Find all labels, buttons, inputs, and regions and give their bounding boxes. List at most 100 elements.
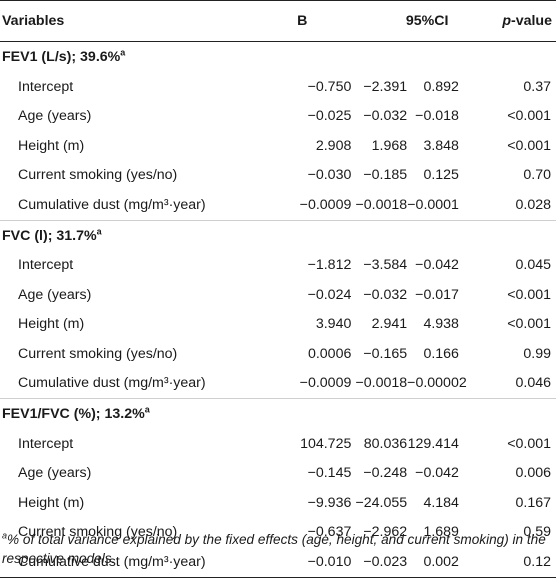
row-label: Current smoking (yes/no): [18, 524, 178, 541]
cell-p-value: <0.001: [507, 286, 551, 303]
cell-p-value: 0.37: [523, 78, 551, 95]
section-title-text: FVC (l); 31.7%: [2, 227, 97, 244]
header-ci: 95%CI: [351, 0, 463, 42]
table-row: Height (m) 3.940 2.941 4.938 <0.001: [0, 310, 556, 340]
cell-ci-low: −0.032: [363, 286, 408, 303]
cell-ci-low: −0.165: [363, 345, 408, 362]
header-p-suffix: -value: [510, 13, 552, 29]
cell-ci-high: −0.017: [415, 286, 459, 303]
header-variables: Variables: [0, 0, 224, 42]
cell-p-value: 0.70: [523, 167, 551, 184]
cell-ci-high: 0.125: [423, 167, 459, 184]
section-header-row: FEV1 (L/s); 39.6%a: [0, 42, 556, 73]
cell-b: −0.0009: [299, 375, 352, 392]
cell-ci-low: −24.055: [355, 494, 408, 511]
cell-p-value: <0.001: [507, 435, 551, 452]
cell-ci-high: −0.042: [415, 257, 459, 274]
cell-ci-low: 80.036: [363, 435, 408, 452]
row-label: Age (years): [18, 286, 92, 303]
header-row: Variables B 95%CI p-value: [0, 0, 556, 42]
cell-b: −0.0009: [299, 196, 352, 213]
cell-p-value: <0.001: [507, 137, 551, 154]
cell-ci-low: 1.968: [371, 137, 408, 154]
cell-ci-low: 2.941: [371, 316, 408, 333]
row-label: Intercept: [18, 257, 74, 274]
cell-b: −0.145: [307, 465, 352, 482]
section-title-footnote-marker: a: [120, 47, 126, 58]
cell-b: −0.750: [307, 78, 352, 95]
cell-ci-low: −0.0018: [355, 375, 408, 392]
row-label: Cumulative dust (mg/m³·year): [0, 547, 224, 578]
section-title-footnote-marker: a: [96, 225, 102, 236]
cell-ci-high: −0.0001: [407, 196, 459, 213]
section-title-text: FEV1/FVC (%); 13.2%: [2, 406, 145, 422]
cell-ci-low: −2.962: [363, 524, 408, 541]
cell-p-value: 0.99: [523, 345, 551, 362]
table-row: Height (m) 2.908 1.968 3.848 <0.001: [0, 131, 556, 161]
cell-ci-low: −0.185: [363, 167, 408, 184]
table-row: Cumulative dust (mg/m³·year) −0.010 −0.023…: [0, 547, 556, 578]
row-label: Height (m): [18, 137, 85, 154]
cell-b: −0.025: [307, 108, 352, 125]
cell-b: −1.812: [307, 257, 352, 274]
cell-ci-high: −0.018: [415, 108, 459, 125]
header-p-value: p-value: [462, 0, 556, 42]
cell-p-value: <0.001: [507, 316, 551, 333]
cell-p-value: 0.028: [515, 196, 551, 213]
section-title: FVC (l); 31.7%a: [0, 219, 556, 251]
table-row: Height (m) −9.936 −24.055 4.184 0.167: [0, 488, 556, 518]
row-label: Cumulative dust (mg/m³·year): [18, 196, 206, 213]
cell-ci-high: −0.042: [415, 465, 459, 482]
cell-ci-low: −3.584: [363, 257, 408, 274]
cell-ci-high: 1.689: [423, 524, 459, 541]
cell-p-value: 0.59: [523, 524, 551, 541]
cell-ci-low: −0.032: [363, 108, 408, 125]
cell-ci-low: −0.248: [363, 465, 408, 482]
cell-b: 104.725: [300, 435, 352, 452]
table-row: Intercept −1.812 −3.584 −0.042 0.045: [0, 251, 556, 281]
row-label: Height (m): [18, 316, 85, 333]
table-row: Cumulative dust (mg/m³·year) −0.0009 −0.00…: [0, 190, 556, 220]
cell-ci-high: 0.002: [407, 547, 463, 578]
table-row: Age (years) −0.025 −0.032 −0.018 <0.001: [0, 102, 556, 132]
cell-p-value: 0.12: [462, 547, 556, 578]
row-label: Intercept: [18, 78, 74, 95]
cell-p-value: 0.045: [515, 257, 551, 274]
cell-b: −0.024: [307, 286, 352, 303]
cell-ci-high: 3.848: [423, 137, 459, 154]
footnote: a% of total variance explained by the fi…: [2, 530, 554, 568]
section-title-text: FEV1 (L/s); 39.6%: [2, 49, 121, 65]
table-row: Current smoking (yes/no) 0.0006 −0.165 0.16…: [0, 339, 556, 369]
row-label: Cumulative dust (mg/m³·year): [18, 375, 206, 392]
footnote-text: % of total variance explained by the fix…: [2, 532, 546, 566]
row-label: Current smoking (yes/no): [18, 167, 178, 184]
cell-ci-high: 4.184: [423, 494, 459, 511]
cell-b: −0.030: [307, 167, 352, 184]
cell-p-value: 0.046: [515, 375, 551, 392]
row-label: Age (years): [18, 108, 92, 125]
cell-ci-high: 4.938: [423, 316, 459, 333]
cell-ci-high: −0.00002: [407, 375, 467, 392]
section-header-row: FEV1/FVC (%); 13.2%a: [0, 398, 556, 429]
table-body: FEV1 (L/s); 39.6%a Intercept −0.750 −2.391 0…: [0, 42, 556, 578]
cell-b: 0.0006: [307, 345, 352, 362]
cell-b: 2.908: [315, 137, 352, 154]
row-label: Current smoking (yes/no): [18, 345, 178, 362]
section-title-footnote-marker: a: [144, 404, 150, 415]
cell-ci-high: 0.892: [423, 78, 459, 95]
cell-b: −0.010: [223, 547, 352, 578]
table-row: Age (years) −0.145 −0.248 −0.042 0.006: [0, 459, 556, 489]
cell-p-value: 0.167: [515, 494, 551, 511]
table-row: Intercept 104.725 80.036 129.414 <0.001: [0, 429, 556, 459]
header-b: B: [223, 0, 352, 42]
row-label: Intercept: [18, 435, 74, 452]
cell-ci-low: −2.391: [363, 78, 408, 95]
table-row: Age (years) −0.024 −0.032 −0.017 <0.001: [0, 280, 556, 310]
cell-ci-high: 0.166: [423, 345, 459, 362]
cell-b: −0.637: [307, 524, 352, 541]
cell-p-value: 0.006: [515, 465, 551, 482]
table-row: Current smoking (yes/no) −0.030 −0.185 0.12…: [0, 161, 556, 191]
section-header-row: FVC (l); 31.7%a: [0, 219, 556, 251]
